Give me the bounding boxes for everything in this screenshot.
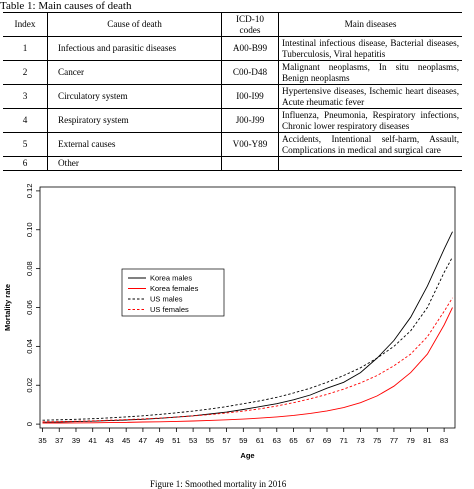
x-tick-label: 45	[122, 436, 130, 445]
cell-index: 6	[3, 156, 48, 171]
cell-diseases: Hypertensive diseases, Ischemic heart di…	[278, 84, 462, 109]
cell-diseases: Intestinal infectious disease, Bacterial…	[278, 36, 462, 61]
header-cause: Cause of death	[47, 12, 222, 37]
cell-cause: Circulatory system	[47, 84, 222, 109]
x-axis: 35 37 39 41 43 45 47 49 51 53 55 57 59 61 63 65 67 69 71 73…	[38, 428, 448, 445]
cell-icd	[221, 156, 279, 171]
x-tick-label: 49	[155, 436, 163, 445]
y-tick-label: 0.04	[25, 339, 34, 354]
x-axis-title: Age	[240, 451, 254, 460]
legend-label: Korea males	[150, 274, 192, 283]
x-tick-label: 77	[390, 436, 398, 445]
x-tick-label: 79	[406, 436, 414, 445]
cell-index: 3	[3, 84, 48, 109]
y-axis-title: Mortality rate	[3, 284, 12, 331]
table-row: 3 Circulatory system I00-I99 Hypertensiv…	[3, 84, 462, 109]
x-tick-label: 67	[306, 436, 314, 445]
y-tick-label: 0.10	[25, 222, 34, 237]
y-tick-label: 0.06	[25, 300, 34, 315]
x-tick-label: 43	[105, 436, 113, 445]
cell-icd: I00-I99	[221, 84, 279, 109]
x-tick-label: 57	[222, 436, 230, 445]
x-tick-label: 55	[206, 436, 214, 445]
table-row: 6 Other	[3, 156, 462, 171]
y-tick-label: 0.02	[25, 378, 34, 393]
x-tick-label: 35	[38, 436, 46, 445]
plot-frame	[39, 186, 456, 429]
cell-cause: External causes	[47, 132, 222, 157]
x-tick-label: 65	[289, 436, 297, 445]
legend-label: Korea females	[150, 284, 199, 293]
x-tick-label: 81	[423, 436, 431, 445]
y-axis: 0 0.02 0.04 0.06 0.08 0.10 0.12	[25, 183, 40, 426]
x-tick-label: 75	[373, 436, 381, 445]
series-line-korea-females	[42, 307, 453, 424]
table-row: 5 External causes V00-Y89 Accidents, Int…	[3, 132, 462, 157]
x-tick-label: 39	[72, 436, 80, 445]
x-tick-label: 53	[189, 436, 197, 445]
mortality-chart: 0 0.02 0.04 0.06 0.08 0.10 0.12 35 37 39 41 43 45 47…	[3, 183, 456, 460]
y-tick-label: 0	[25, 422, 34, 426]
cell-cause: Other	[47, 156, 222, 171]
table-row: 2 Cancer C00-D48 Malignant neoplasms, In…	[3, 60, 462, 85]
x-tick-label: 37	[55, 436, 63, 445]
x-tick-label: 69	[323, 436, 331, 445]
cell-index: 5	[3, 132, 48, 157]
x-tick-label: 51	[172, 436, 180, 445]
table-header-row: Index Cause of death ICD-10 codes Main d…	[3, 12, 462, 37]
cell-cause: Cancer	[47, 60, 222, 85]
cell-icd: C00-D48	[221, 60, 279, 85]
x-tick-label: 61	[256, 436, 264, 445]
x-tick-label: 41	[88, 436, 96, 445]
y-tick-label: 0.12	[25, 183, 34, 198]
header-index: Index	[3, 12, 48, 37]
series-lines	[42, 231, 453, 424]
causes-of-death-table: Index Cause of death ICD-10 codes Main d…	[3, 12, 462, 171]
mortality-figure: 0 0.02 0.04 0.06 0.08 0.10 0.12 35 37 39 41 43 45 47…	[0, 172, 474, 489]
legend-label: US males	[150, 295, 183, 304]
table-row: 1 Infectious and parasitic diseases A00-…	[3, 36, 462, 61]
cell-cause: Infectious and parasitic diseases	[47, 36, 222, 61]
cell-diseases: Influenza, Pneumonia, Respiratory infect…	[278, 108, 462, 133]
cell-diseases: Malignant neoplasms, In situ neoplasms, …	[278, 60, 462, 85]
x-tick-label: 59	[239, 436, 247, 445]
y-tick-label: 0.08	[25, 261, 34, 276]
cell-diseases	[278, 156, 462, 171]
figure-caption: Figure 1: Smoothed mortality in 2016	[150, 479, 287, 489]
x-tick-label: 71	[339, 436, 347, 445]
cell-icd: A00-B99	[221, 36, 279, 61]
legend-box	[121, 268, 225, 317]
legend-label: US females	[150, 305, 189, 314]
cell-diseases: Accidents, Intentional self-harm, Assaul…	[278, 132, 462, 157]
table-caption: Table 1: Main causes of death	[0, 0, 132, 12]
header-main-diseases: Main diseases	[278, 12, 462, 37]
x-tick-label: 73	[356, 436, 364, 445]
cell-index: 4	[3, 108, 48, 133]
x-tick-label: 83	[440, 436, 448, 445]
series-line-us-females	[42, 297, 453, 423]
cell-index: 2	[3, 60, 48, 85]
cell-icd: J00-J99	[221, 108, 279, 133]
cell-cause: Respiratory system	[47, 108, 222, 133]
x-tick-label: 47	[139, 436, 147, 445]
table-row: 4 Respiratory system J00-J99 Influenza, …	[3, 108, 462, 133]
cell-index: 1	[3, 36, 48, 61]
plot-border	[39, 186, 456, 429]
series-line-us-males	[42, 256, 453, 421]
x-tick-label: 63	[273, 436, 281, 445]
cell-icd: V00-Y89	[221, 132, 279, 157]
header-icd: ICD-10 codes	[221, 12, 279, 37]
series-line-korea-males	[42, 231, 453, 423]
